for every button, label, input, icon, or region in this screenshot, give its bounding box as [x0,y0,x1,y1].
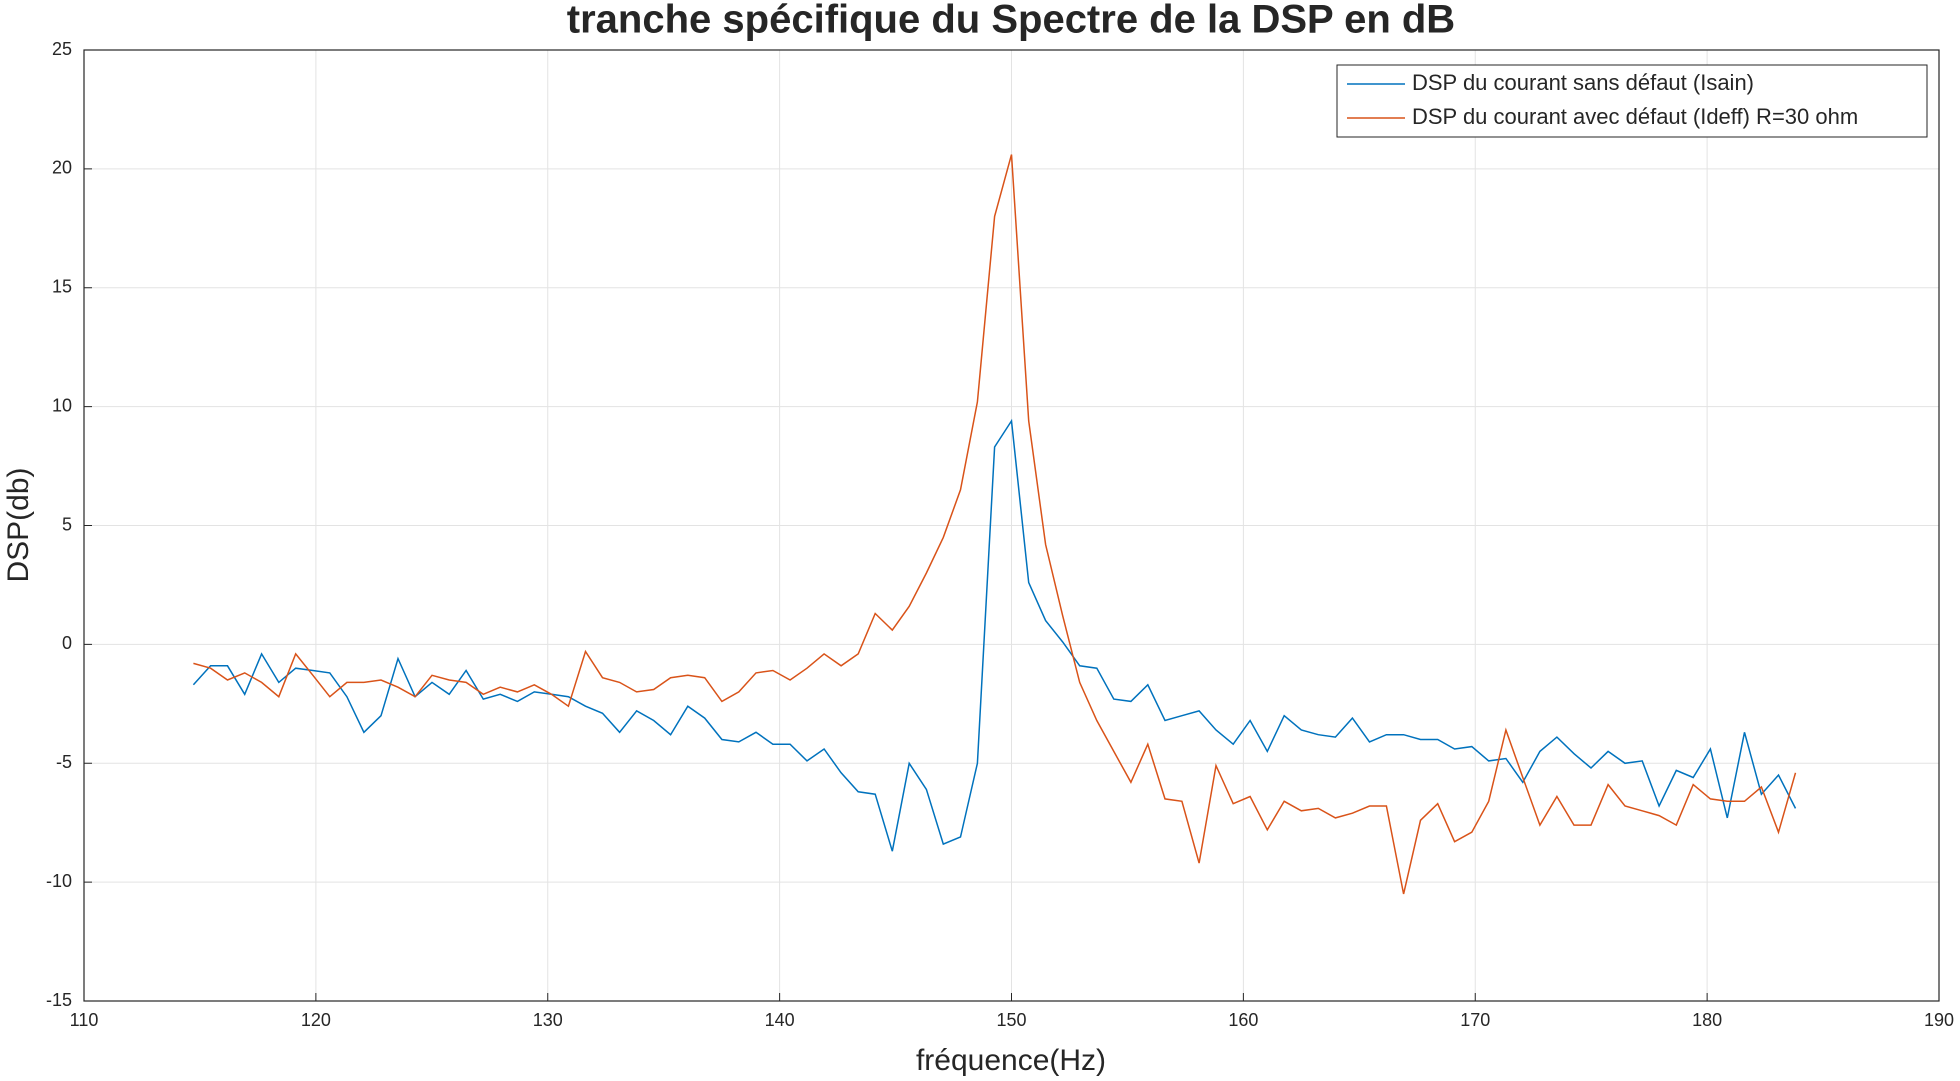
y-tick-label: -10 [46,871,72,891]
y-tick-label: -15 [46,990,72,1010]
legend-label: DSP du courant sans défaut (Isain) [1412,70,1754,95]
x-tick-label: 110 [70,1010,99,1030]
x-tick-label: 180 [1692,1010,1722,1030]
y-tick-label: 15 [52,277,72,297]
x-tick-label: 170 [1460,1010,1490,1030]
x-axis-label: fréquence(Hz) [916,1044,1106,1077]
x-tick-label: 130 [533,1010,563,1030]
x-tick-label: 150 [996,1010,1026,1030]
axes-box [83,49,1940,1002]
x-tick-label: 120 [301,1010,331,1030]
y-axis-label: DSP(db) [2,467,35,582]
legend-label: DSP du courant avec défaut (Ideff) R=30 … [1412,104,1858,129]
y-tick-label: 0 [62,633,72,653]
x-tick-label: 190 [1924,1010,1954,1030]
legend-box [1336,64,1928,138]
line-series [192,418,1797,852]
y-tick-label: 25 [52,39,72,59]
y-tick-label: 5 [62,514,72,534]
legend: DSP du courant sans défaut (Isain) DSP du… [1336,64,1928,138]
x-tick-label: 140 [765,1010,795,1030]
y-tick-label: 20 [52,158,72,178]
y-tick-label: -5 [56,752,72,772]
y-tick-label: 10 [52,395,72,415]
chart-title: tranche spécifique du Spectre de la DSP … [567,0,1455,42]
x-tick-label: 160 [1228,1010,1258,1030]
line-series [193,154,1797,895]
